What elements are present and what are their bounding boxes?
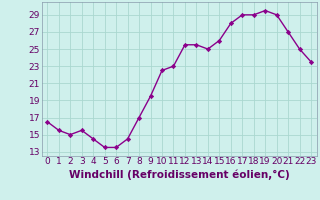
X-axis label: Windchill (Refroidissement éolien,°C): Windchill (Refroidissement éolien,°C) <box>69 169 290 180</box>
